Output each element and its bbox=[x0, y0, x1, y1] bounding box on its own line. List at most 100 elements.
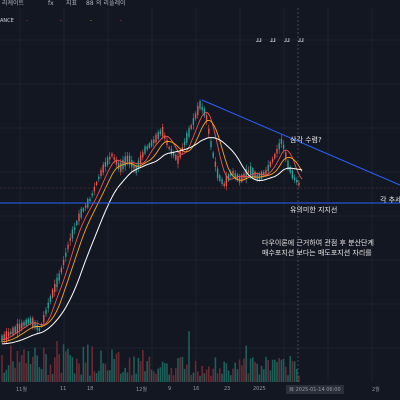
candle-body bbox=[293, 177, 296, 181]
candle-body bbox=[212, 152, 214, 158]
volume-bar bbox=[34, 347, 36, 382]
volume-bar bbox=[113, 359, 115, 382]
volume-bar bbox=[190, 374, 192, 382]
candle-body bbox=[98, 176, 100, 180]
candle-body bbox=[201, 107, 203, 111]
candle-body bbox=[89, 198, 91, 202]
candle-body bbox=[43, 314, 45, 323]
candle-body bbox=[210, 141, 212, 148]
candle-body bbox=[199, 101, 201, 109]
volume-bar bbox=[12, 361, 14, 382]
volume-bar bbox=[117, 351, 120, 382]
candle-body bbox=[106, 157, 109, 165]
volume-bar bbox=[179, 357, 181, 382]
volume-bar bbox=[148, 356, 151, 382]
drawing-tool-icon[interactable]: ɹɹ bbox=[298, 36, 304, 44]
candle-body bbox=[124, 156, 126, 167]
candle-body bbox=[71, 229, 74, 239]
drawing-tool-icon[interactable]: ɹɹ bbox=[256, 36, 262, 44]
candle-body bbox=[69, 238, 71, 241]
volume-bar bbox=[164, 363, 166, 382]
volume-bar bbox=[199, 375, 201, 382]
candle-body bbox=[190, 125, 192, 129]
volume-bar bbox=[186, 364, 188, 382]
candle-body bbox=[38, 327, 41, 331]
volume-bar bbox=[161, 361, 164, 382]
volume-bar bbox=[76, 358, 78, 382]
candle-body bbox=[126, 155, 129, 162]
volume-bar bbox=[227, 370, 230, 382]
volume-bar bbox=[111, 349, 113, 382]
candle-body bbox=[203, 108, 206, 116]
candle-body bbox=[247, 170, 250, 173]
volume-bar bbox=[221, 373, 223, 382]
volume-bar bbox=[170, 367, 173, 382]
candle-body bbox=[142, 152, 144, 158]
candle-body bbox=[78, 213, 80, 222]
candle-body bbox=[137, 160, 140, 169]
volume-bar bbox=[197, 371, 199, 382]
volume-bar bbox=[18, 361, 21, 382]
drawing-tool-icon[interactable]: ɹɹ bbox=[284, 36, 290, 44]
candle-body bbox=[168, 146, 170, 150]
volume-bar bbox=[241, 365, 243, 382]
candle-body bbox=[227, 174, 230, 181]
volume-bar bbox=[137, 357, 140, 382]
candle-body bbox=[49, 296, 52, 302]
volume-bar bbox=[263, 369, 265, 382]
time-axis-label: 2025 bbox=[253, 386, 266, 392]
volume-bar bbox=[131, 375, 133, 382]
candle-body bbox=[144, 146, 146, 154]
volume-bar bbox=[14, 367, 16, 382]
toolbar-item-replay[interactable]: 의 리플레이 bbox=[96, 0, 126, 7]
volume-bar bbox=[27, 351, 30, 382]
volume-bar bbox=[115, 353, 118, 382]
candle-body bbox=[67, 244, 69, 250]
volume-bar bbox=[267, 359, 269, 382]
top-toolbar: 리케이트 fx 지표 88 의 리플레이 bbox=[0, 0, 400, 8]
candle-body bbox=[238, 176, 241, 183]
volume-bar bbox=[285, 366, 287, 382]
volume-bar bbox=[78, 363, 80, 382]
volume-bar bbox=[225, 363, 228, 382]
volume-bar bbox=[155, 373, 157, 382]
volume-bar bbox=[51, 373, 54, 382]
toolbar-item-fx[interactable]: fx bbox=[48, 0, 54, 7]
candle-body bbox=[1, 335, 3, 342]
support-annotation: 유의미한 지지선 bbox=[290, 206, 338, 214]
volume-bar bbox=[166, 363, 168, 382]
volume-bar bbox=[247, 373, 250, 382]
volume-bar bbox=[260, 365, 263, 382]
candle-body bbox=[18, 324, 21, 330]
candle-body bbox=[100, 170, 102, 176]
candle-body bbox=[214, 161, 217, 167]
volume-bar bbox=[278, 358, 280, 382]
volume-bar bbox=[54, 357, 56, 382]
candle-body bbox=[16, 323, 19, 334]
candle-body bbox=[102, 164, 104, 173]
time-axis-label: 16 bbox=[193, 386, 200, 392]
volume-bar bbox=[230, 375, 232, 382]
volume-bar bbox=[109, 370, 111, 382]
candle-body bbox=[179, 151, 181, 158]
toolbar-item-template[interactable]: 리케이트 bbox=[2, 0, 25, 7]
note-line-1: 다우이론에 근거하여 관점 후 분산단계 bbox=[262, 239, 374, 247]
ma-value: - bbox=[26, 18, 28, 24]
volume-bar bbox=[276, 361, 278, 382]
time-axis-label: 9 bbox=[168, 386, 172, 392]
time-axis-label: 12월 bbox=[136, 387, 147, 393]
candle-body bbox=[133, 165, 135, 169]
volume-bar bbox=[43, 347, 45, 382]
volume-bar bbox=[298, 375, 300, 382]
volume-bar bbox=[256, 363, 258, 382]
toolbar-item-layout[interactable]: 88 bbox=[86, 0, 94, 7]
toolbar-item-indicators[interactable]: 지표 bbox=[66, 0, 78, 7]
candle-body bbox=[54, 283, 56, 293]
volume-bar bbox=[82, 346, 85, 382]
candle-body bbox=[175, 154, 177, 160]
symbol-label: ANCE bbox=[0, 18, 14, 24]
drawing-tool-icon[interactable]: ɹɹ bbox=[270, 36, 276, 44]
candle-body bbox=[252, 168, 254, 178]
volume-bar bbox=[216, 373, 219, 382]
